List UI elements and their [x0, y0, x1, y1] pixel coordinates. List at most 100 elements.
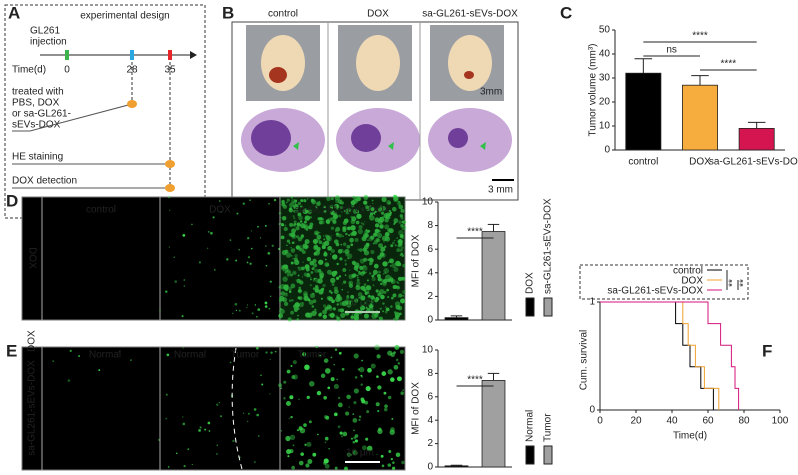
speckle: [280, 430, 283, 432]
speckle: [317, 278, 323, 284]
speckle: [314, 286, 319, 291]
speckle: [335, 276, 340, 280]
speckle: [289, 273, 293, 277]
speckle: [307, 459, 313, 464]
speckle: [284, 288, 288, 292]
speckle: [374, 210, 377, 214]
speckle: [289, 434, 296, 441]
speckle: [345, 411, 350, 416]
y-tick-label: 20: [599, 97, 611, 108]
speckle: [341, 288, 344, 291]
design-title: experimental design: [80, 11, 170, 22]
speckle: [286, 198, 290, 202]
speckle: [344, 274, 347, 276]
speckle: [352, 208, 358, 214]
speckle: [400, 208, 405, 213]
speckle: [298, 215, 303, 221]
speckle: [354, 298, 359, 303]
speckle: [119, 351, 121, 353]
speckle: [372, 284, 375, 287]
panel-label: A: [8, 3, 20, 22]
speckle: [279, 260, 281, 262]
speckle: [279, 299, 282, 303]
speckle: [226, 258, 229, 261]
speckle: [247, 420, 249, 423]
speckle: [247, 412, 250, 415]
speckle: [256, 316, 258, 318]
speckle: [284, 271, 287, 274]
speckle: [376, 375, 379, 378]
speckle: [365, 228, 368, 231]
speckle: [318, 313, 322, 317]
speckle: [395, 260, 401, 267]
speckle: [376, 232, 383, 239]
speckle: [264, 305, 268, 308]
speckle: [290, 415, 293, 419]
speckle: [380, 246, 386, 252]
speckle: [341, 300, 348, 307]
speckle: [298, 398, 300, 401]
speckle: [235, 309, 238, 312]
speckle: [388, 202, 391, 205]
speckle: [378, 270, 381, 274]
speckle: [311, 267, 315, 271]
speckle: [234, 302, 238, 306]
speckle: [300, 452, 304, 456]
speckle: [400, 391, 404, 395]
column-label: Normal: [89, 350, 121, 361]
speckle: [207, 230, 210, 233]
speckle: [326, 269, 332, 275]
legend-label: Normal: [525, 410, 536, 442]
speckle: [316, 206, 318, 209]
speckle: [326, 235, 332, 242]
speckle: [334, 466, 338, 470]
speckle: [365, 310, 368, 312]
speckle: [346, 294, 350, 298]
speckle: [287, 455, 290, 458]
speckle: [303, 291, 308, 296]
speckle: [341, 203, 343, 205]
speckle: [382, 310, 384, 313]
speckle: [210, 231, 213, 235]
speckle: [402, 389, 404, 391]
speckle: [267, 252, 271, 255]
speckle: [330, 197, 334, 201]
x-tick-label: 0: [597, 416, 603, 427]
speckle: [257, 225, 259, 228]
speckle: [353, 315, 359, 321]
speckle: [336, 208, 338, 211]
speckle: [383, 407, 388, 412]
speckle: [278, 383, 283, 388]
speckle: [273, 198, 277, 202]
speckle: [363, 283, 367, 287]
speckle: [390, 305, 393, 308]
speckle: [324, 240, 330, 246]
speckle: [318, 240, 323, 245]
speckle: [387, 463, 392, 467]
speckle: [359, 305, 366, 311]
speckle: [365, 206, 371, 212]
speckle: [380, 454, 384, 458]
y-tick-label: 2: [427, 438, 433, 449]
speckle: [293, 304, 298, 309]
speckle: [338, 214, 342, 218]
speckle: [350, 243, 354, 247]
speckle: [290, 196, 294, 199]
speckle: [331, 216, 337, 222]
speckle: [384, 236, 391, 242]
speckle: [351, 312, 354, 316]
speckle: [320, 297, 323, 300]
step-label: HE staining: [12, 152, 63, 163]
speckle: [314, 268, 319, 273]
speckle: [317, 217, 321, 221]
x-tick-label: 100: [772, 416, 789, 427]
speckle: [341, 283, 344, 285]
speckle: [290, 261, 294, 265]
speckle: [362, 247, 367, 252]
speckle: [400, 246, 404, 250]
speckle: [350, 200, 356, 206]
speckle: [384, 224, 390, 230]
x-tick-label: 60: [702, 416, 714, 427]
speckle: [303, 293, 308, 298]
speckle: [369, 260, 373, 265]
